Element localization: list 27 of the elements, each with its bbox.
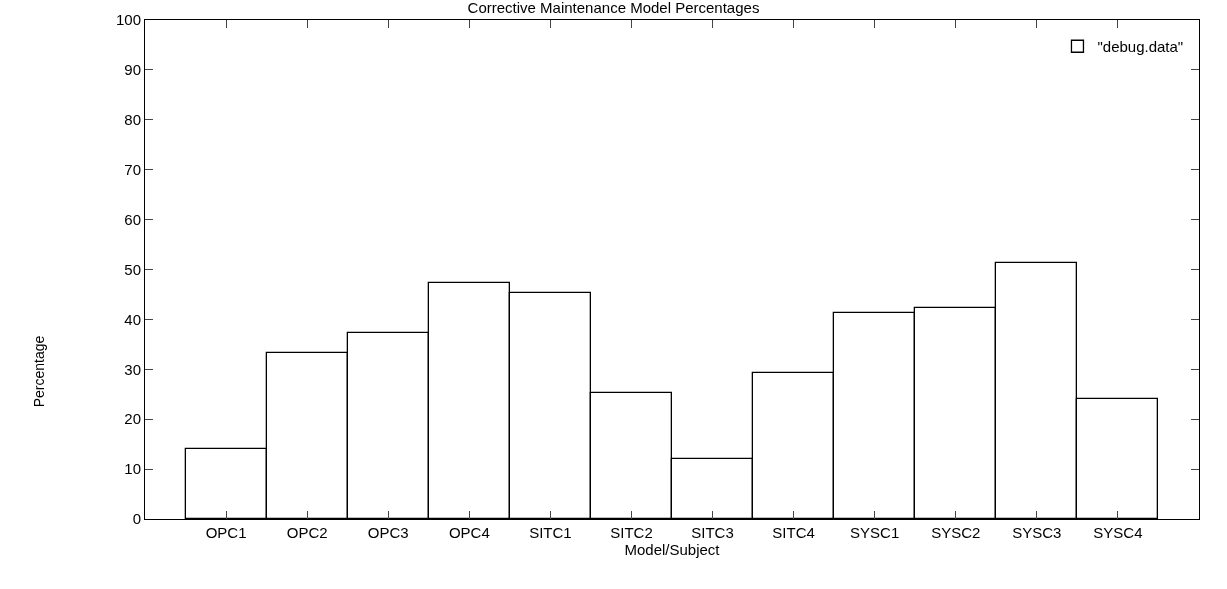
chart-title: Corrective Maintenance Model Percentages [467, 0, 760, 17]
x-tick-label: SYSC4 [1093, 524, 1143, 541]
y-tick-label: 20 [124, 410, 141, 428]
y-axis-title: Percentage [30, 335, 47, 408]
y-tick-label: 70 [124, 160, 141, 178]
y-tick-label: 40 [124, 310, 141, 328]
x-axis-title: Model/Subject [624, 541, 721, 558]
x-tick-label: SITC1 [529, 524, 572, 541]
x-tick-label: SITC2 [610, 524, 653, 541]
x-tick-label: SYSC1 [850, 524, 900, 541]
y-tick-label: 100 [115, 11, 141, 29]
y-tick-label: 10 [124, 460, 141, 478]
y-tick-label: 0 [132, 510, 141, 528]
legend-label: "debug.data" [1097, 38, 1184, 56]
y-tick-label: 60 [124, 210, 141, 228]
x-tick-label: OPC2 [286, 524, 328, 541]
x-tick-label: SITC3 [691, 524, 734, 541]
x-tick-label: SYSC2 [931, 524, 981, 541]
y-tick-label: 80 [124, 111, 141, 129]
x-tick-label: OPC4 [448, 524, 490, 541]
y-tick-label: 90 [124, 61, 141, 79]
y-tick-label: 50 [124, 260, 141, 278]
y-tick-label: 30 [124, 360, 141, 378]
x-tick-label: OPC1 [205, 524, 247, 541]
x-tick-label: OPC3 [367, 524, 409, 541]
x-tick-label: SYSC3 [1012, 524, 1062, 541]
x-tick-label: SITC4 [772, 524, 815, 541]
